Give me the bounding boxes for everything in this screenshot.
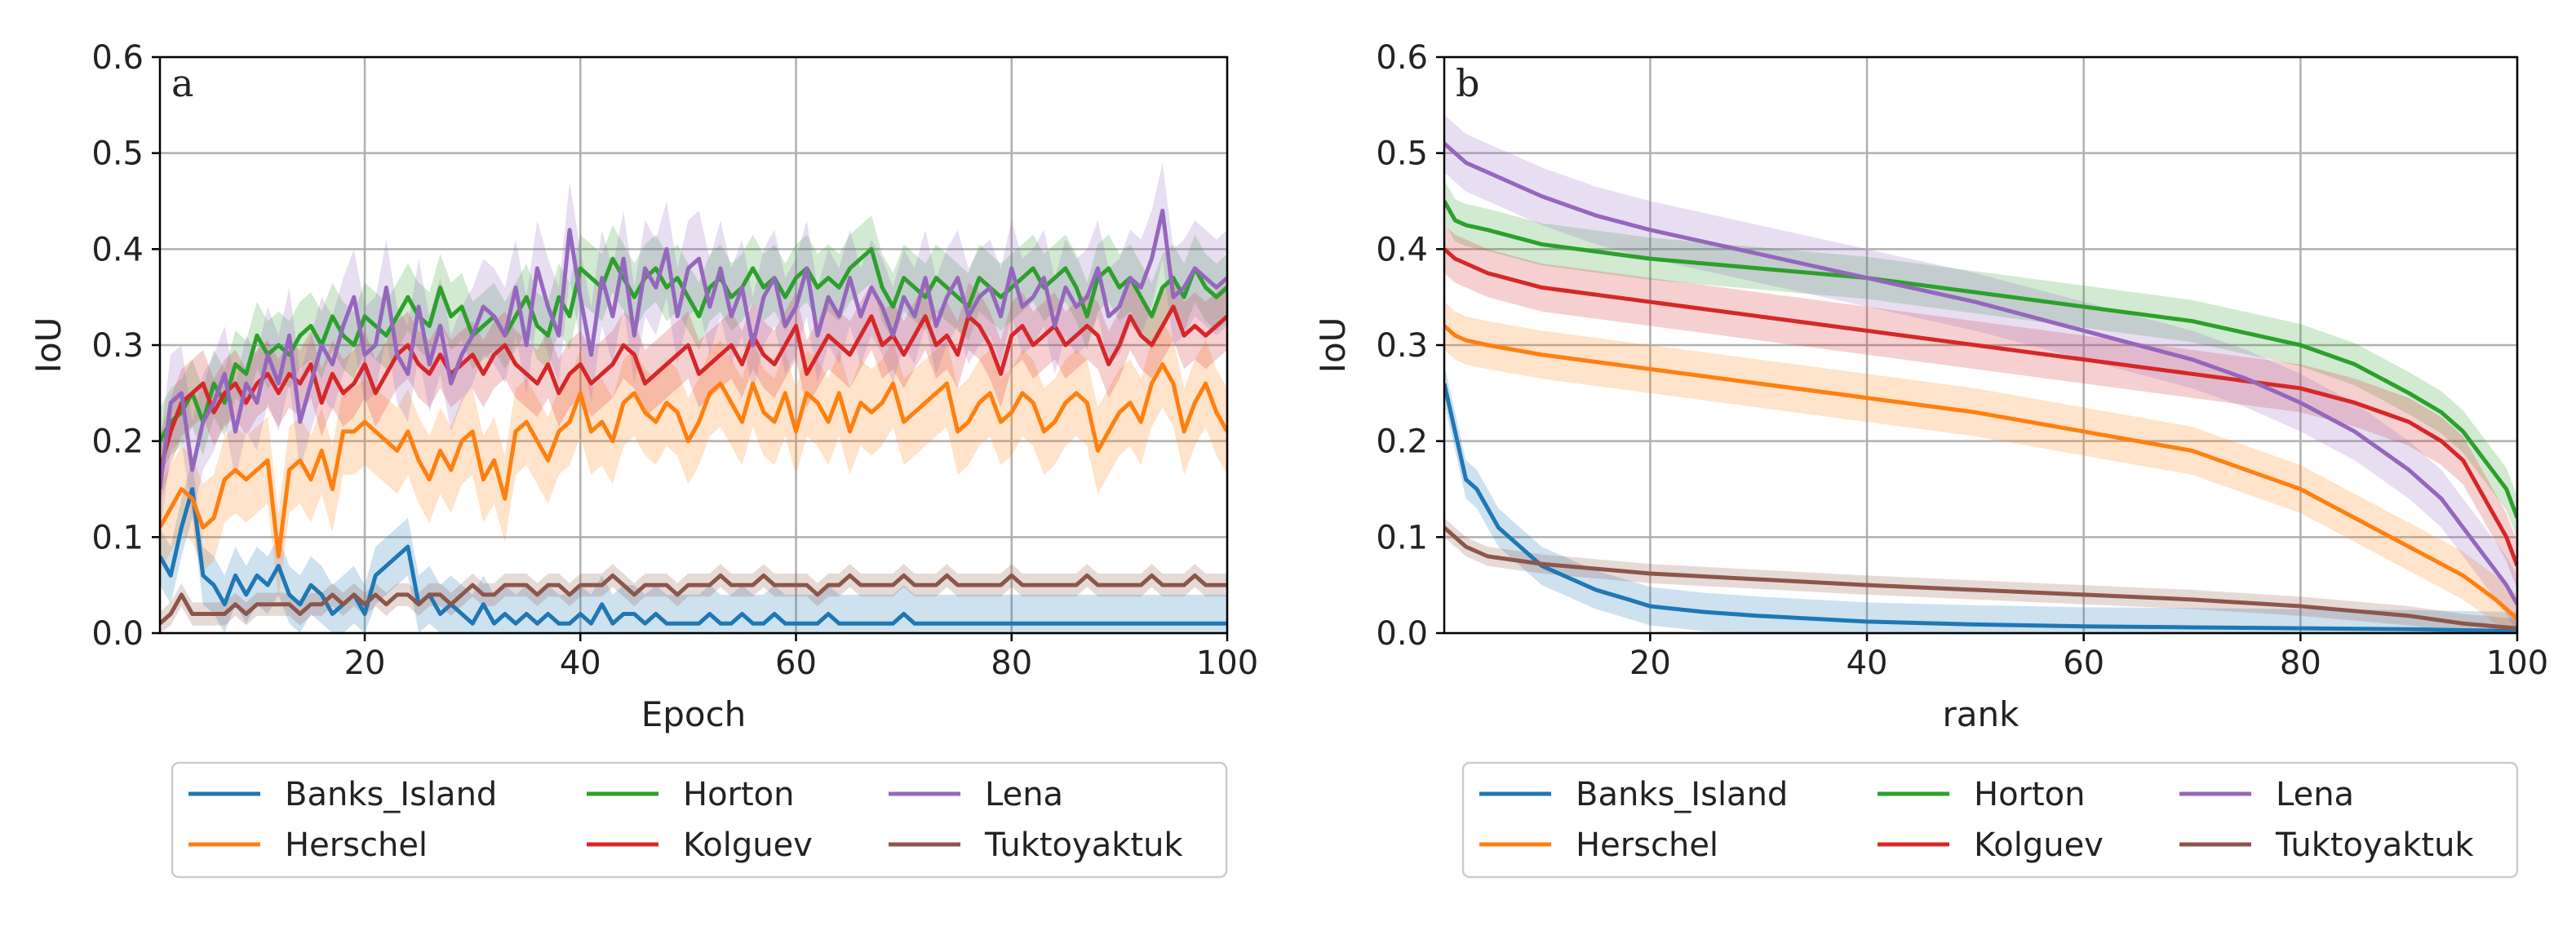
panel-label: a [171,61,193,105]
legend: Banks_Island Herschel Horton Kolguev Lena Tuk… [171,761,1228,879]
legend: Banks_Island Herschel Horton Kolguev Lena Tuk… [1461,761,2519,879]
x-tick-label: 40 [560,645,601,682]
legend-item-tuktoyaktuk: Tuktoyaktuk [2179,826,2474,864]
x-tick-label: 20 [1629,645,1671,682]
panel-label: b [1456,61,1479,105]
y-tick-label: 0.2 [1376,423,1428,461]
legend-label: Horton [1974,776,2086,813]
y-tick-label: 0.1 [1376,519,1428,556]
y-tick-label: 0.4 [1376,231,1428,268]
y-tick-label: 0.1 [91,519,144,556]
band-kolguev [1444,224,2517,591]
legend-item-herschel: Herschel [1479,826,1718,864]
y-tick-label: 0.2 [91,423,144,461]
plot-area [1444,114,2517,633]
legend-item-banks_island: Banks_Island [188,776,497,813]
y-tick-label: 0.5 [1376,135,1428,173]
legend-label: Banks_Island [1576,776,1788,813]
band-herschel [160,321,1227,600]
y-tick-label: 0.3 [91,327,144,365]
x-tick-label: 40 [1847,645,1888,682]
y-tick-label: 0.3 [1376,327,1428,365]
plot-area [160,162,1227,633]
axes-frame [158,55,1229,635]
series-line-herschel [1444,324,2517,621]
x-axis-label: rank [1943,694,2020,734]
series-line-herschel [160,362,1227,559]
series-line-lena [160,208,1227,490]
legend-label: Tuktoyaktuk [2275,826,2474,864]
panel-b: 20 40 60 80 100 0.0 0.1 0.2 0.3 0.4 0.5 0.6 b rank IoU… [1313,39,2548,879]
y-tick-label: 0.5 [91,135,144,173]
legend-item-lena: Lena [889,776,1063,813]
legend-label: Herschel [1576,826,1718,864]
series-line-tuktoyaktuk [160,573,1227,626]
legend-item-herschel: Herschel [188,826,428,864]
legend-label: Kolguev [683,826,813,864]
y-tick-label: 0.0 [91,615,144,653]
band-herschel [1444,302,2517,633]
legend-label: Horton [683,776,795,813]
legend-box [171,761,1228,879]
legend-label: Banks_Island [285,776,497,813]
legend-item-tuktoyaktuk: Tuktoyaktuk [889,826,1183,864]
y-tick-label: 0.0 [1376,615,1428,653]
band-horton [1444,179,2517,539]
x-tick-label: 100 [2486,645,2548,682]
series-line-banks_island [1444,383,2517,633]
legend-label: Kolguev [1974,826,2104,864]
legend-box [1461,761,2519,879]
y-axis-label: IoU [1313,317,1353,374]
band-kolguev [160,272,1227,504]
band-lena [160,162,1227,538]
band-tuktoyaktuk [160,564,1227,633]
series-line-lena [1444,142,2517,605]
y-tick-label: 0.4 [91,231,144,268]
y-tick-label: 0.6 [91,39,144,77]
x-tick-label: 60 [2063,645,2104,682]
x-tick-label: 20 [344,645,386,682]
legend-item-banks_island: Banks_Island [1479,776,1788,813]
y-axis-label: IoU [29,317,69,374]
x-axis-label: Epoch [641,694,747,734]
series-line-kolguev [160,304,1227,471]
legend-item-lena: Lena [2179,776,2354,813]
legend-item-kolguev: Kolguev [1878,826,2104,864]
series-line-banks_island [160,487,1227,626]
panel-a: 20 40 60 80 100 0.0 0.1 0.2 0.3 0.4 0.5 0.6 a Epoch Io… [29,39,1258,879]
series-line-tuktoyaktuk [1444,525,2517,631]
axes-frame [1443,55,2519,635]
series-line-horton [160,246,1227,442]
legend-label: Lena [2276,776,2354,813]
legend-item-horton: Horton [1878,776,2086,813]
legend-label: Tuktoyaktuk [984,826,1183,864]
band-banks_island [160,460,1227,633]
series-line-horton [1444,200,2517,519]
legend-item-horton: Horton [587,776,795,813]
legend-label: Herschel [285,826,428,864]
x-tick-label: 100 [1196,645,1258,682]
legend-item-kolguev: Kolguev [587,826,813,864]
x-tick-label: 80 [2280,645,2321,682]
legend-label: Lena [985,776,1063,813]
x-tick-label: 80 [991,645,1032,682]
y-tick-label: 0.6 [1376,39,1428,77]
x-tick-label: 60 [775,645,817,682]
series-line-kolguev [1444,247,2517,567]
